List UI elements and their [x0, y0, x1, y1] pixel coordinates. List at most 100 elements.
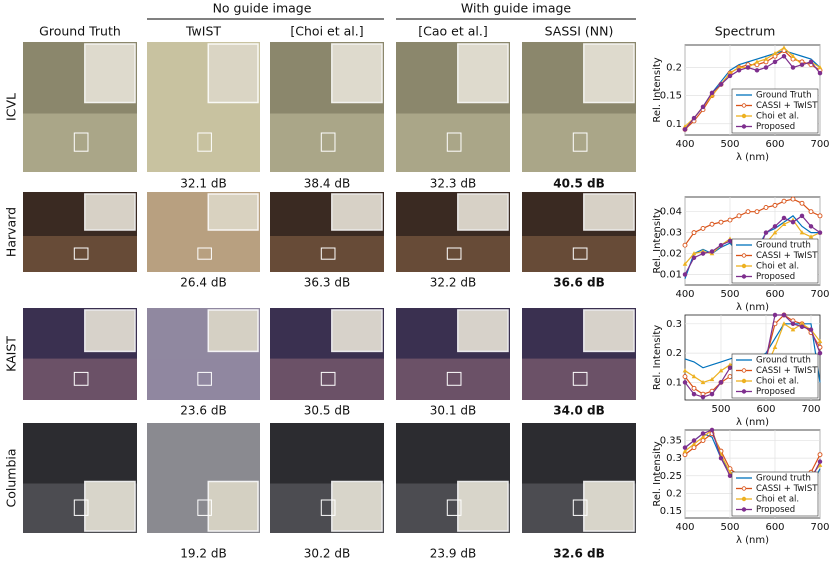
- y-tick-label: 0.3: [666, 319, 682, 330]
- zoom-box: [73, 247, 89, 260]
- legend: [731, 88, 819, 134]
- column-title: Ground Truth: [39, 24, 121, 39]
- x-tick-label: 700: [810, 289, 829, 300]
- legend-marker: [741, 486, 747, 491]
- marker: [772, 230, 778, 235]
- legend: [731, 471, 819, 517]
- x-tick-label: 600: [765, 289, 784, 300]
- series-line: [684, 198, 821, 246]
- marker: [682, 380, 688, 385]
- y-tick-label: 0.2: [666, 348, 682, 359]
- legend-label: Ground truth: [756, 356, 811, 366]
- marker: [817, 459, 823, 464]
- marker: [727, 217, 733, 223]
- marker: [682, 272, 688, 277]
- marker: [781, 215, 787, 221]
- image-region: [270, 358, 384, 400]
- legend-label: Ground Truth: [756, 91, 812, 101]
- psnr-label: 32.3 dB: [430, 177, 476, 191]
- marker: [691, 374, 697, 379]
- row-label: Columbia: [4, 448, 19, 507]
- zoom-box: [197, 247, 212, 260]
- x-tick-label: 500: [720, 139, 739, 150]
- image-region: [396, 358, 510, 400]
- x-tick-label: 600: [756, 404, 775, 415]
- marker: [709, 90, 715, 96]
- marker: [718, 368, 724, 373]
- marker: [745, 65, 751, 70]
- zoom-inset: [583, 193, 635, 231]
- zoom-inset: [457, 43, 509, 104]
- marker: [754, 209, 760, 215]
- psnr-label: 26.4 dB: [180, 276, 226, 290]
- legend-label: Ground truth: [756, 241, 811, 251]
- row-label: Harvard: [4, 207, 19, 257]
- marker: [682, 242, 688, 248]
- zoom-inset: [457, 309, 509, 353]
- image-region: [147, 113, 260, 172]
- psnr-label: 32.6 dB: [553, 547, 605, 561]
- zoom-inset: [207, 309, 259, 353]
- marker: [718, 242, 724, 248]
- marker: [691, 255, 697, 261]
- image-region: [147, 358, 260, 400]
- x-tick-label: 500: [720, 522, 739, 533]
- marker: [691, 441, 697, 446]
- zoom-inset: [84, 480, 136, 532]
- marker: [817, 350, 823, 356]
- marker: [718, 219, 724, 225]
- legend-marker: [741, 103, 747, 108]
- marker: [763, 205, 769, 210]
- legend-marker: [741, 378, 747, 384]
- image-region: [270, 113, 384, 172]
- legend-marker: [741, 263, 747, 269]
- marker: [799, 324, 805, 329]
- group-header: No guide image: [213, 1, 312, 16]
- marker: [691, 438, 697, 443]
- series-line: [684, 47, 821, 128]
- marker: [709, 221, 715, 227]
- zoom-box: [446, 499, 462, 516]
- legend-label: Choi et al.: [756, 377, 799, 387]
- marker: [709, 249, 715, 254]
- zoom-inset: [583, 309, 635, 353]
- x-tick-label: 700: [801, 404, 820, 415]
- y-tick-label: 0.01: [660, 270, 682, 281]
- y-tick-label: 0.2: [666, 63, 682, 74]
- marker: [817, 213, 823, 219]
- marker: [754, 59, 760, 64]
- marker: [808, 327, 814, 332]
- y-tick-label: 0.35: [660, 436, 682, 447]
- column-title: TwIST: [185, 24, 221, 39]
- marker: [763, 230, 769, 235]
- marker: [790, 219, 796, 225]
- zoom-box: [446, 371, 462, 386]
- psnr-label: 36.6 dB: [553, 276, 605, 290]
- x-axis-label: λ (nm): [736, 302, 769, 313]
- y-tick-label: 0.02: [660, 249, 682, 260]
- marker: [781, 321, 787, 326]
- legend-label: CASSI + TwIST: [756, 251, 818, 261]
- legend-label: Choi et al.: [756, 262, 799, 272]
- psnr-label: 30.2 dB: [304, 547, 350, 561]
- legend-label: CASSI + TwIST: [756, 366, 818, 376]
- marker: [718, 82, 724, 87]
- legend-marker: [741, 253, 747, 258]
- marker: [700, 434, 706, 439]
- psnr-label: 30.5 dB: [304, 404, 350, 418]
- marker: [682, 127, 688, 132]
- y-tick-label: 0.15: [660, 506, 682, 517]
- legend-label: CASSI + TwIST: [756, 101, 818, 111]
- marker: [709, 391, 715, 397]
- marker: [790, 321, 796, 327]
- marker: [682, 445, 688, 450]
- image-region: [396, 113, 510, 172]
- marker: [682, 261, 688, 266]
- zoom-box: [197, 371, 212, 386]
- marker: [790, 196, 796, 202]
- marker: [817, 230, 823, 235]
- zoom-box: [572, 371, 588, 386]
- x-tick-label: 500: [720, 289, 739, 300]
- marker: [709, 93, 715, 98]
- x-tick-label: 700: [810, 139, 829, 150]
